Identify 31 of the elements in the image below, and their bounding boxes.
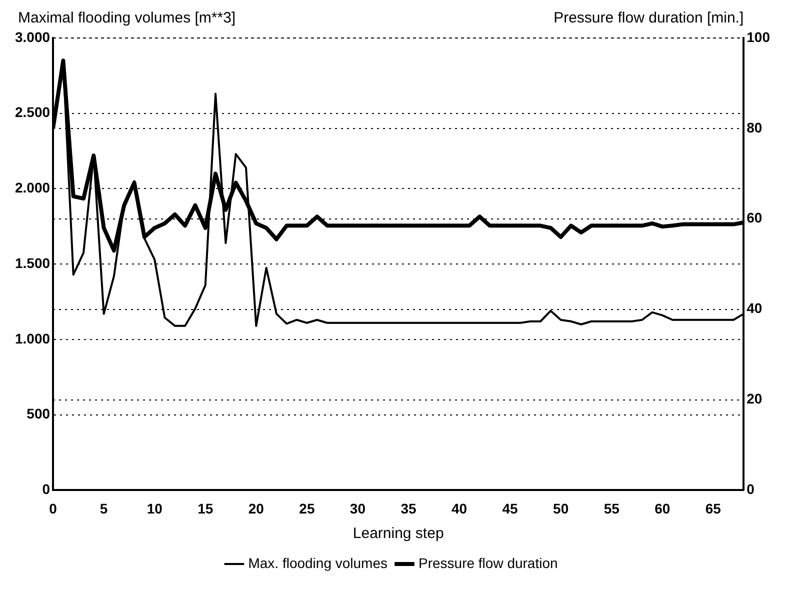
x-axis-title: Learning step (352, 525, 444, 542)
y2-tick-label: 0 (746, 481, 755, 498)
y-tick-label: 1.000 (14, 330, 50, 346)
x-tick-label: 30 (350, 500, 366, 516)
x-tick-label: 45 (502, 500, 518, 516)
y2-tick-label: 80 (746, 119, 762, 136)
y2-tick-label: 60 (746, 210, 762, 226)
y-tick-label: 2.000 (14, 180, 50, 196)
x-tick-label: 20 (248, 500, 264, 516)
x-tick-label: 40 (451, 500, 468, 516)
y2-tick-label: 20 (746, 390, 762, 407)
y-tick-label: 3.000 (14, 28, 50, 45)
y-tick-label: 2.500 (14, 104, 50, 120)
y2-axis-title: Pressure flow duration [min.] (554, 10, 744, 27)
x-tick-label: 65 (705, 500, 722, 516)
x-tick-label: 55 (604, 500, 620, 516)
x-tick-label: 60 (654, 500, 670, 516)
y2-tick-label: 40 (746, 300, 762, 316)
y-tick-label: 0 (42, 481, 50, 498)
x-tick-label: 25 (299, 500, 315, 516)
legend-label: Max. flooding volumes (248, 554, 388, 571)
x-tick-label: 50 (553, 500, 569, 516)
legend-label: Pressure flow duration (418, 554, 558, 571)
x-tick-label: 15 (198, 500, 214, 516)
x-tick-label: 10 (146, 500, 163, 516)
y-tick-label: 500 (26, 406, 50, 422)
y2-tick-label: 100 (746, 28, 770, 45)
y-tick-label: 1.500 (14, 254, 50, 271)
x-tick-label: 5 (100, 500, 108, 516)
y-axis-title: Maximal flooding volumes [m**3] (18, 10, 236, 27)
x-tick-label: 35 (400, 500, 416, 516)
